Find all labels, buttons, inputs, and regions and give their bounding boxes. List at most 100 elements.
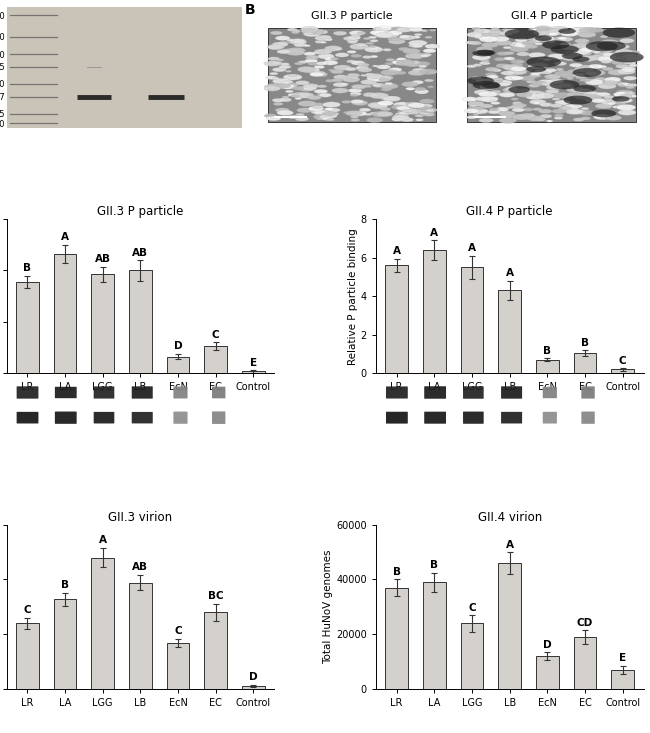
Circle shape xyxy=(512,63,523,67)
Circle shape xyxy=(348,89,362,92)
Circle shape xyxy=(536,118,545,121)
Bar xyxy=(461,623,484,689)
Circle shape xyxy=(504,67,516,70)
Circle shape xyxy=(620,54,639,59)
Circle shape xyxy=(327,119,335,121)
Text: D: D xyxy=(249,672,258,682)
Circle shape xyxy=(562,53,583,59)
Circle shape xyxy=(612,51,629,57)
Circle shape xyxy=(569,28,586,33)
Circle shape xyxy=(298,67,315,73)
Circle shape xyxy=(289,39,307,45)
Circle shape xyxy=(604,77,621,82)
Circle shape xyxy=(294,62,304,65)
Circle shape xyxy=(314,30,328,34)
Circle shape xyxy=(528,84,540,87)
Circle shape xyxy=(406,87,415,90)
Circle shape xyxy=(544,74,561,79)
Circle shape xyxy=(352,100,368,106)
Circle shape xyxy=(512,114,532,120)
Circle shape xyxy=(578,32,596,37)
Circle shape xyxy=(528,91,545,96)
Circle shape xyxy=(341,83,348,85)
Circle shape xyxy=(558,37,567,40)
Circle shape xyxy=(306,29,325,34)
Circle shape xyxy=(275,36,290,40)
Bar xyxy=(129,583,151,689)
Circle shape xyxy=(365,42,374,45)
Circle shape xyxy=(287,48,306,54)
Circle shape xyxy=(351,61,365,65)
Circle shape xyxy=(510,59,525,64)
FancyBboxPatch shape xyxy=(581,386,595,399)
Circle shape xyxy=(549,75,560,78)
Circle shape xyxy=(552,97,560,100)
Bar xyxy=(129,270,151,373)
Circle shape xyxy=(352,84,366,89)
Circle shape xyxy=(317,85,327,88)
Circle shape xyxy=(400,35,415,40)
Circle shape xyxy=(379,78,390,81)
Circle shape xyxy=(264,86,281,91)
Circle shape xyxy=(540,114,552,118)
Circle shape xyxy=(604,95,614,99)
Circle shape xyxy=(350,116,359,118)
Circle shape xyxy=(463,97,478,102)
Circle shape xyxy=(381,88,391,91)
Circle shape xyxy=(398,60,408,63)
Circle shape xyxy=(603,42,617,46)
Bar xyxy=(166,356,189,373)
Circle shape xyxy=(387,31,402,35)
Circle shape xyxy=(415,89,429,94)
Circle shape xyxy=(538,79,554,84)
Circle shape xyxy=(399,35,410,38)
Circle shape xyxy=(567,78,573,80)
Circle shape xyxy=(396,58,406,61)
Circle shape xyxy=(585,72,597,75)
Circle shape xyxy=(474,29,490,34)
Circle shape xyxy=(421,29,428,32)
Circle shape xyxy=(579,78,589,81)
FancyBboxPatch shape xyxy=(501,386,522,399)
Circle shape xyxy=(575,75,587,79)
Circle shape xyxy=(294,115,306,119)
Circle shape xyxy=(476,46,493,51)
Circle shape xyxy=(313,114,332,119)
Circle shape xyxy=(567,104,582,108)
Circle shape xyxy=(295,97,302,100)
Circle shape xyxy=(551,45,579,54)
Circle shape xyxy=(389,67,402,72)
Circle shape xyxy=(296,81,309,85)
Circle shape xyxy=(269,87,277,89)
Circle shape xyxy=(625,92,635,95)
Bar xyxy=(53,254,76,373)
Circle shape xyxy=(322,111,335,116)
Circle shape xyxy=(578,68,593,73)
Circle shape xyxy=(319,115,332,119)
Circle shape xyxy=(308,106,324,111)
Circle shape xyxy=(486,78,503,84)
FancyBboxPatch shape xyxy=(174,386,188,399)
Text: A: A xyxy=(61,232,69,242)
Circle shape xyxy=(326,79,335,82)
Circle shape xyxy=(511,98,519,100)
Circle shape xyxy=(546,120,553,122)
Circle shape xyxy=(273,103,283,106)
Circle shape xyxy=(332,78,343,82)
Circle shape xyxy=(618,110,636,115)
Circle shape xyxy=(573,85,596,92)
Circle shape xyxy=(376,32,393,38)
Circle shape xyxy=(474,34,491,39)
Circle shape xyxy=(282,96,289,98)
Circle shape xyxy=(530,73,540,75)
Circle shape xyxy=(292,86,305,90)
Circle shape xyxy=(398,48,410,51)
Circle shape xyxy=(298,39,305,41)
Circle shape xyxy=(292,30,300,32)
Circle shape xyxy=(306,56,318,59)
Circle shape xyxy=(538,109,552,114)
Circle shape xyxy=(599,42,611,46)
Circle shape xyxy=(467,76,494,85)
Circle shape xyxy=(420,104,433,108)
FancyBboxPatch shape xyxy=(543,412,557,424)
